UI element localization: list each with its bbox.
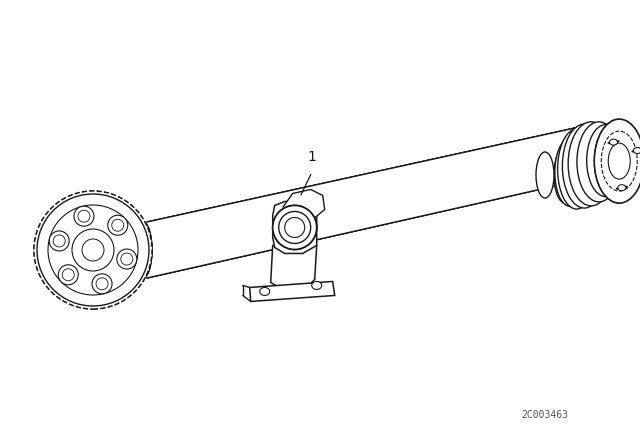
Ellipse shape [62, 269, 74, 281]
Ellipse shape [58, 265, 78, 285]
Ellipse shape [34, 191, 152, 309]
Polygon shape [147, 123, 611, 278]
Ellipse shape [37, 194, 149, 306]
Ellipse shape [117, 249, 137, 269]
Ellipse shape [37, 194, 149, 306]
Ellipse shape [82, 239, 104, 261]
Ellipse shape [587, 125, 625, 197]
Ellipse shape [554, 147, 576, 203]
Ellipse shape [78, 210, 90, 222]
Text: 1: 1 [308, 150, 316, 164]
Text: 2C003463: 2C003463 [522, 410, 568, 420]
Ellipse shape [58, 265, 78, 285]
Ellipse shape [536, 152, 554, 198]
Ellipse shape [53, 235, 65, 247]
Polygon shape [271, 246, 317, 289]
Polygon shape [147, 123, 611, 278]
Ellipse shape [134, 222, 152, 278]
Ellipse shape [96, 278, 108, 290]
Ellipse shape [601, 131, 637, 191]
Ellipse shape [634, 147, 640, 154]
Ellipse shape [72, 229, 114, 271]
Ellipse shape [278, 211, 310, 243]
Ellipse shape [48, 205, 138, 295]
Ellipse shape [278, 211, 310, 243]
Ellipse shape [74, 206, 94, 226]
Ellipse shape [273, 206, 317, 250]
Ellipse shape [82, 239, 104, 261]
Ellipse shape [49, 231, 69, 251]
Polygon shape [273, 202, 317, 254]
Ellipse shape [108, 215, 128, 235]
Ellipse shape [53, 235, 65, 247]
Ellipse shape [618, 185, 626, 191]
Ellipse shape [96, 278, 108, 290]
Ellipse shape [609, 139, 618, 145]
Ellipse shape [34, 191, 152, 309]
Ellipse shape [121, 253, 133, 265]
Ellipse shape [92, 274, 112, 294]
Ellipse shape [285, 217, 305, 237]
Ellipse shape [608, 143, 630, 179]
Ellipse shape [112, 219, 124, 231]
Ellipse shape [260, 288, 269, 296]
Ellipse shape [568, 122, 614, 206]
Ellipse shape [108, 215, 128, 235]
Ellipse shape [134, 222, 152, 278]
Ellipse shape [117, 249, 137, 269]
Ellipse shape [555, 138, 585, 206]
Polygon shape [283, 190, 324, 220]
Ellipse shape [74, 206, 94, 226]
Ellipse shape [92, 274, 112, 294]
Ellipse shape [62, 269, 74, 281]
Ellipse shape [312, 281, 322, 289]
Ellipse shape [112, 219, 124, 231]
Ellipse shape [72, 229, 114, 271]
Ellipse shape [78, 210, 90, 222]
Ellipse shape [577, 122, 621, 202]
Ellipse shape [48, 205, 138, 295]
Ellipse shape [595, 119, 640, 203]
Ellipse shape [273, 206, 317, 250]
Ellipse shape [285, 217, 305, 237]
Ellipse shape [121, 253, 133, 265]
Ellipse shape [557, 129, 596, 209]
Ellipse shape [49, 231, 69, 251]
Polygon shape [250, 281, 335, 302]
Ellipse shape [563, 124, 606, 208]
